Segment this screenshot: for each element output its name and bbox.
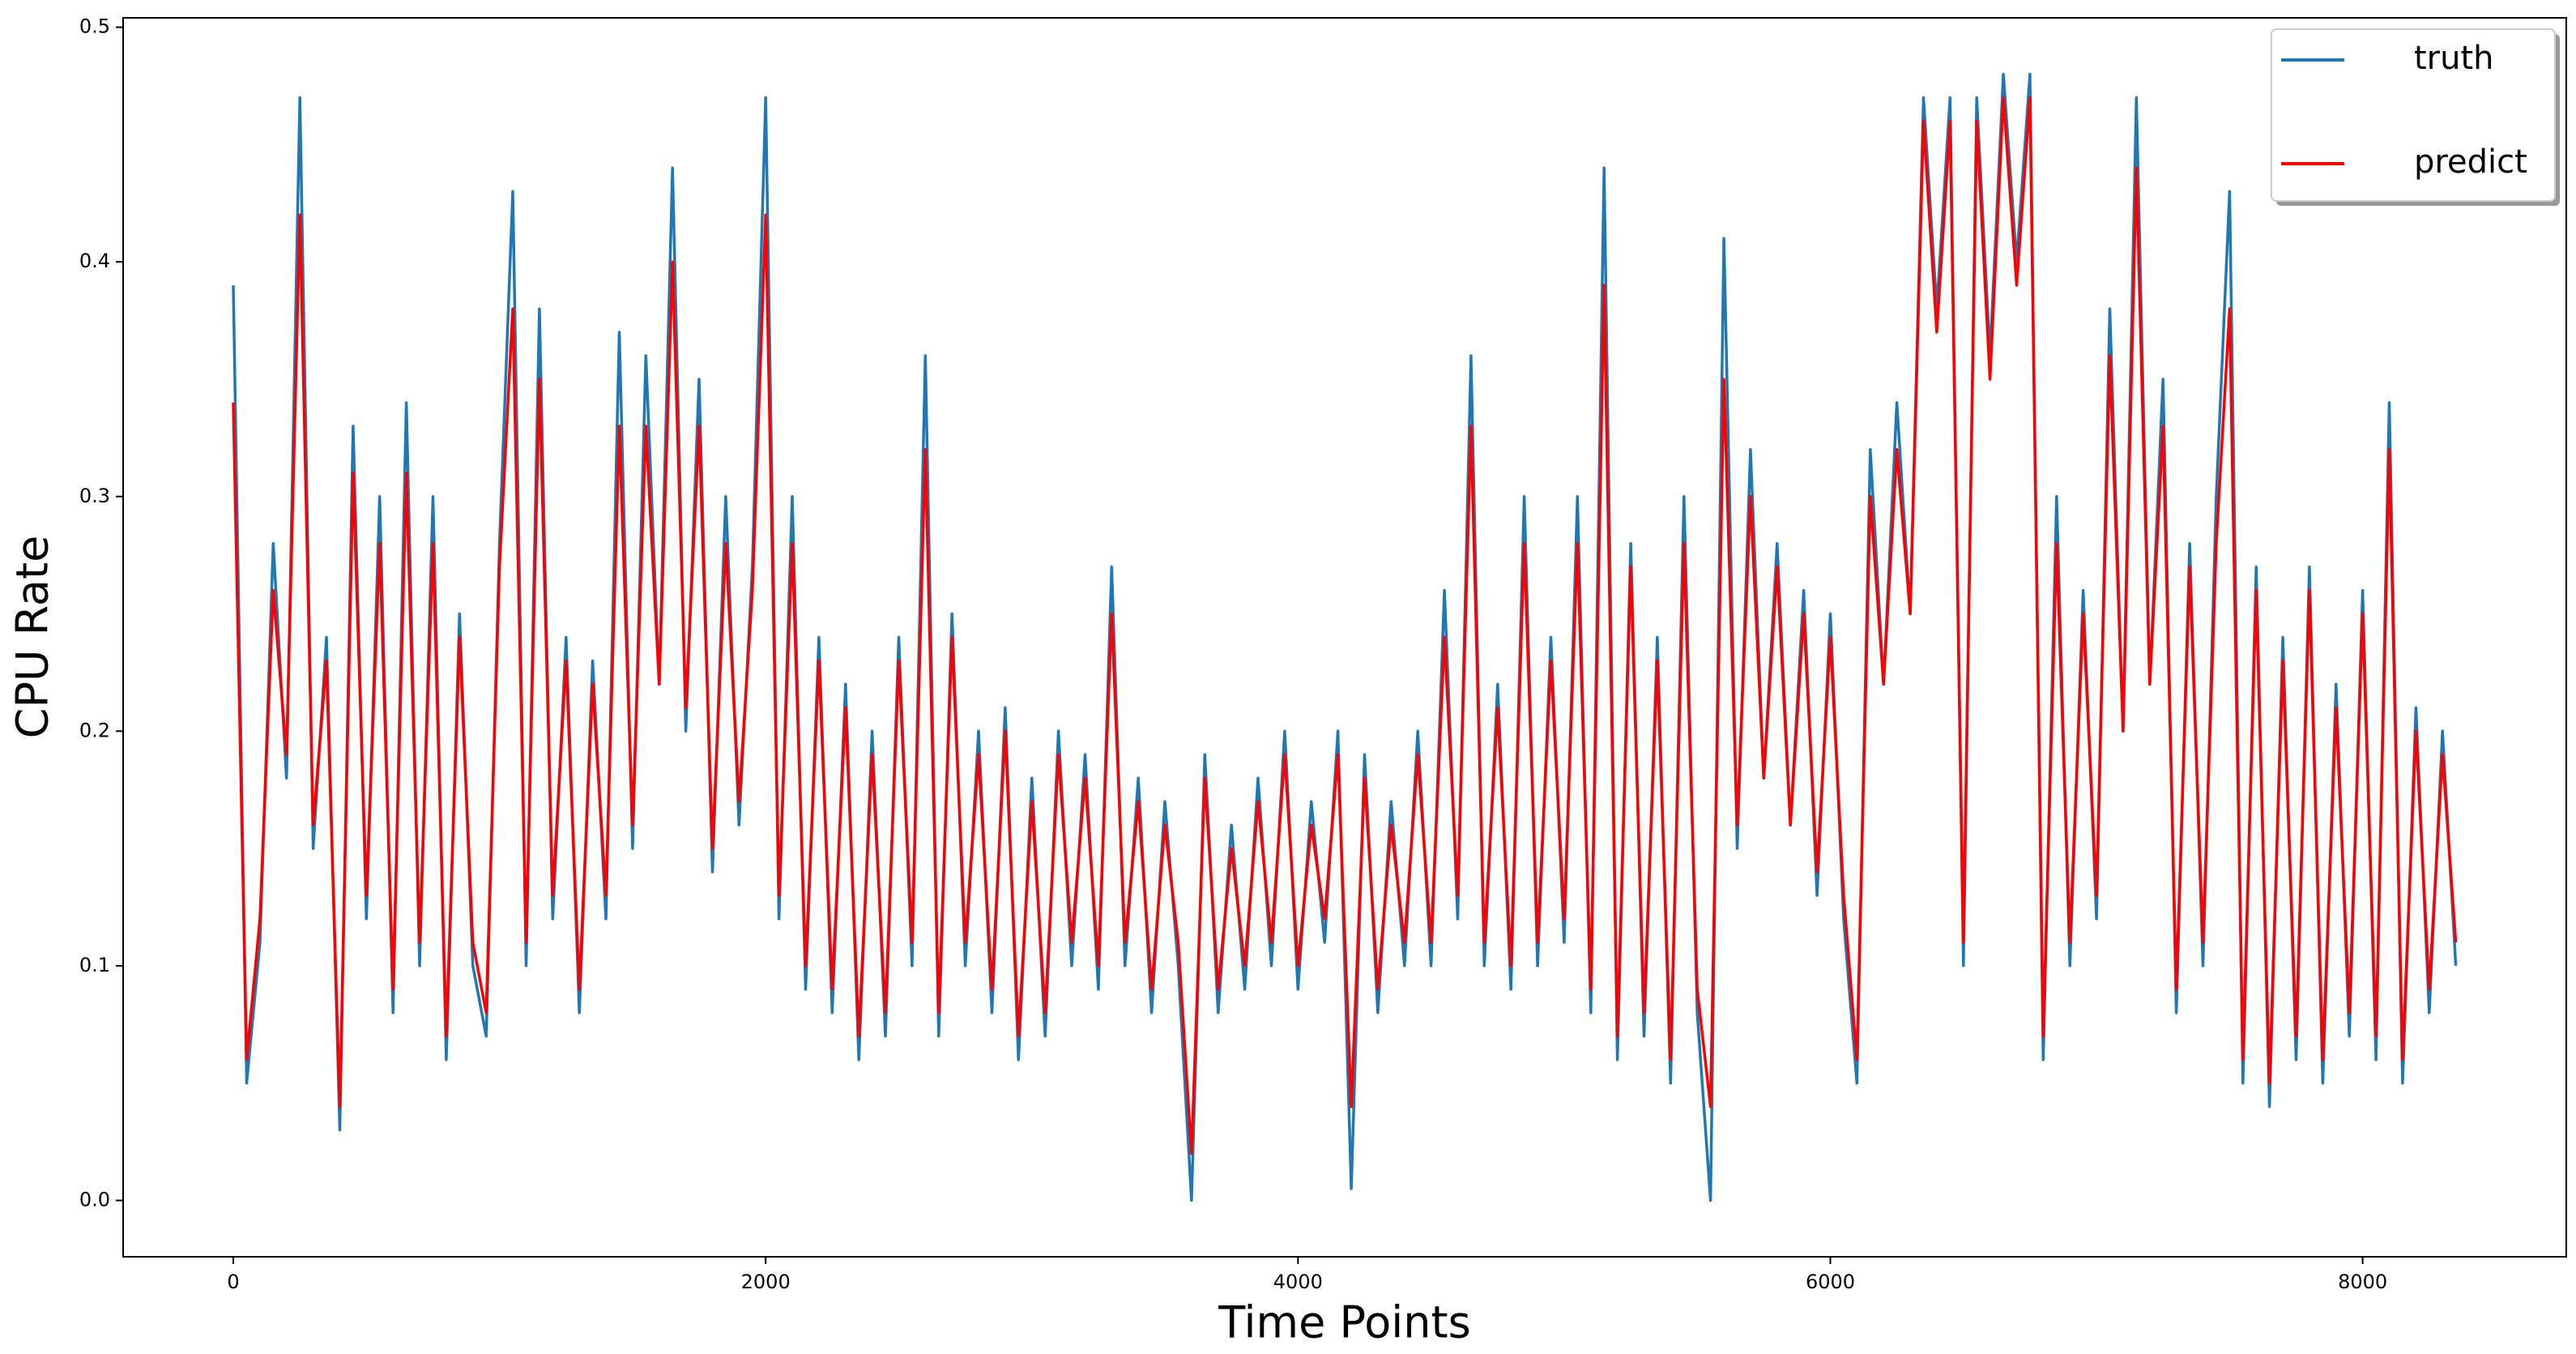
plot-area (232, 72, 2458, 1202)
y-tick-label: 0.1 (79, 954, 110, 976)
legend-label: truth (2414, 40, 2494, 77)
x-tick-label: 2000 (741, 1271, 791, 1293)
y-tick-label: 0.3 (79, 485, 110, 507)
y-tick-label: 0.2 (79, 719, 110, 741)
y-tick-label: 0.5 (79, 15, 110, 38)
legend-label: predict (2414, 143, 2527, 181)
series-line (232, 72, 2458, 1202)
y-tick-label: 0.4 (79, 250, 110, 272)
x-tick-label: 8000 (2338, 1271, 2387, 1293)
plot-frame (122, 17, 2567, 1258)
x-tick-label: 4000 (1273, 1271, 1323, 1293)
x-axis-label: Time Points (1218, 1297, 1471, 1348)
series-line (232, 96, 2458, 1155)
y-tick-label: 0.0 (79, 1189, 110, 1211)
x-tick-label: 0 (227, 1271, 239, 1293)
legend-box (2271, 28, 2556, 202)
x-tick-label: 6000 (1806, 1271, 1855, 1293)
y-axis-label: CPU Rate (7, 536, 58, 739)
